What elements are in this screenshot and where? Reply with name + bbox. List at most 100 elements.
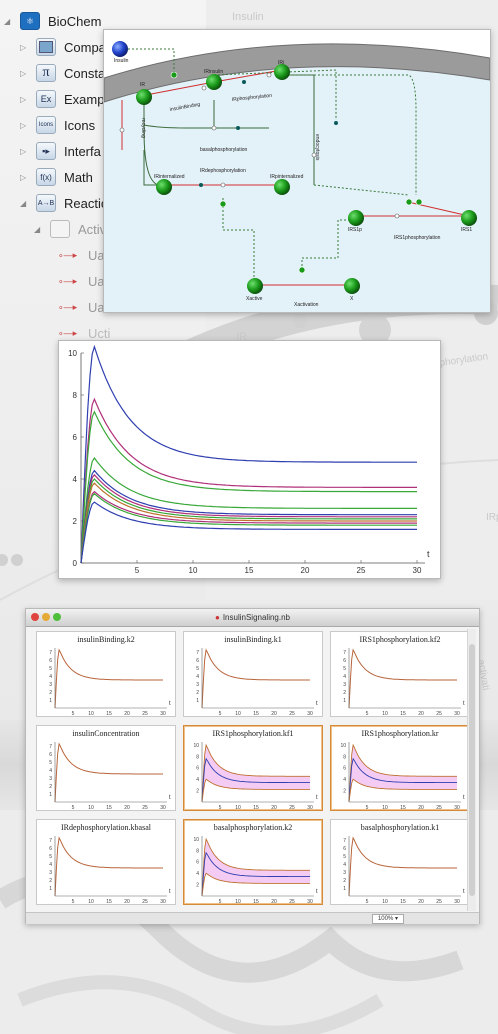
tree-item-label: Math xyxy=(64,169,93,185)
tree-reaction-item[interactable]: ∘—▸ Ua xyxy=(58,244,105,266)
math-icon: f(x) xyxy=(36,168,56,186)
species-irpinternalized[interactable] xyxy=(274,179,290,195)
tree-item-compartments[interactable]: ▷ Compa xyxy=(20,36,106,58)
palette-root[interactable]: ◢ ⚛ BioChem xyxy=(4,10,101,32)
tree-item-math[interactable]: ▷ f(x) Math xyxy=(20,166,93,188)
collapsed-triangle-icon[interactable]: ▷ xyxy=(20,172,27,182)
plot-cell-4[interactable]: IRS1phosphorylation.kf1 5 10 15 20 25 30 2 4 6 8 10… xyxy=(183,725,323,811)
simulation-plot-window[interactable]: 5 10 15 20 25 30 0 2 4 6 8 10 t xyxy=(58,340,441,579)
species-irinternalized[interactable] xyxy=(156,179,172,195)
tree-subitem-active[interactable]: ◢ Activ xyxy=(34,218,106,240)
mini-y-tick-label: 1 xyxy=(49,886,52,892)
tree-item-label: Interfa xyxy=(64,143,101,159)
mini-x-tick-label: 25 xyxy=(142,805,148,810)
plot-cell-1[interactable]: insulinBinding.k1 5 10 15 20 25 30 1 2 3 4 5 6 7 t xyxy=(183,631,323,717)
label-endocytosis: endocytosis xyxy=(314,134,320,161)
simulation-plot[interactable]: 5 10 15 20 25 30 0 2 4 6 8 10 t xyxy=(59,341,440,578)
tree-reaction-item[interactable]: ∘—▸ Ua xyxy=(58,296,105,318)
collapsed-triangle-icon[interactable]: ▷ xyxy=(20,94,27,104)
mini-x-tick-label: 10 xyxy=(235,899,241,904)
tree-item-reactions[interactable]: ◢ A→B Reactio xyxy=(20,192,108,214)
species-x[interactable] xyxy=(344,278,360,294)
plot-xlabel: t xyxy=(427,549,430,559)
label-irs1p: IRS1p xyxy=(348,227,362,233)
mini-y-tick-label: 2 xyxy=(49,878,52,884)
mini-series xyxy=(54,836,163,897)
species-irs1p[interactable] xyxy=(348,210,364,226)
mini-y-tick-label: 5 xyxy=(343,854,346,860)
tree-item-interface[interactable]: ▷ ▪▸ Interfa xyxy=(20,140,101,162)
scrollbar-thumb[interactable] xyxy=(469,644,475,896)
species-xactive[interactable] xyxy=(247,278,263,294)
tree-item-label: Icons xyxy=(64,117,96,133)
mini-series-0 xyxy=(201,837,310,897)
mini-y-tick-label: 4 xyxy=(196,871,199,877)
mini-series-0 xyxy=(348,743,457,803)
mini-y-tick-label: 6 xyxy=(196,860,199,866)
mini-x-label: t xyxy=(463,889,465,895)
expanded-triangle-icon[interactable]: ◢ xyxy=(34,224,41,234)
mini-y-tick-label: 2 xyxy=(343,789,346,795)
zoom-selector[interactable]: 100% ▾ xyxy=(372,914,404,924)
mini-x-tick-label: 15 xyxy=(400,899,406,904)
species-nodes xyxy=(112,41,477,294)
mini-x-tick-label: 15 xyxy=(400,711,406,716)
label-x: X xyxy=(350,296,354,302)
mini-y-tick-label: 2 xyxy=(196,789,199,795)
mini-x-label: t xyxy=(169,701,171,707)
tree-item-icons[interactable]: ▷ Icons Icons xyxy=(20,114,95,136)
modifier-markers xyxy=(170,71,423,274)
pathway-diagram[interactable]: Insulin IR IRinsulin IRi IRinternalized … xyxy=(103,30,491,313)
species-iri[interactable] xyxy=(274,64,290,80)
tree-item-examples[interactable]: ▷ Ex Examp xyxy=(20,88,104,110)
plot-cell-7[interactable]: basalphosphorylation.k2 5 10 15 20 25 30 2 4 6 8 10… xyxy=(183,819,323,905)
species-irinsulin[interactable] xyxy=(206,74,222,90)
mini-x-tick-label: 5 xyxy=(219,805,222,810)
close-button[interactable] xyxy=(31,613,39,621)
species-irs1[interactable] xyxy=(461,210,477,226)
plot-cell-2[interactable]: IRS1phosphorylation.kf2 5 10 15 20 25 30 1 2 3 4 5 6… xyxy=(330,631,470,717)
y-tick-label: 10 xyxy=(68,349,77,358)
notebook-titlebar[interactable]: ● InsulinSignaling.nb xyxy=(26,609,479,627)
collapsed-triangle-icon[interactable]: ▷ xyxy=(20,68,27,78)
mini-y-tick-label: 4 xyxy=(343,862,346,868)
mini-x-tick-label: 20 xyxy=(124,899,130,904)
minimize-button[interactable] xyxy=(42,613,50,621)
species-insulin[interactable] xyxy=(112,41,128,57)
y-tick-label: 0 xyxy=(73,559,78,568)
expanded-triangle-icon[interactable]: ◢ xyxy=(20,198,27,208)
collapsed-triangle-icon[interactable]: ▷ xyxy=(20,146,27,156)
zoom-button[interactable] xyxy=(53,613,61,621)
mini-x-label: t xyxy=(463,795,465,801)
y-tick-label: 6 xyxy=(73,433,78,442)
expanded-triangle-icon[interactable]: ◢ xyxy=(4,16,11,26)
tree-reaction-item[interactable]: ∘—▸ Ua xyxy=(58,270,105,292)
mini-x-tick-label: 10 xyxy=(235,805,241,810)
plot-cell-0[interactable]: insulinBinding.k2 5 10 15 20 25 30 1 2 3 4 5 6 7 t xyxy=(36,631,176,717)
plot-cell-3[interactable]: insulinConcentration 5 10 15 20 25 30 1 2 3 4 5 6 7 t xyxy=(36,725,176,811)
mini-x-label: t xyxy=(169,795,171,801)
mini-x-tick-label: 20 xyxy=(418,899,424,904)
plot-cell-8[interactable]: basalphosphorylation.k1 5 10 15 20 25 30 1 2 3 4 5 6… xyxy=(330,819,470,905)
series-line-3 xyxy=(80,456,417,564)
vertical-scrollbar[interactable] xyxy=(467,629,476,911)
label-ir: IR xyxy=(140,82,145,88)
collapsed-triangle-icon[interactable]: ▷ xyxy=(20,120,27,130)
pathway-diagram-window[interactable]: Insulin IR IRinsulin IRi IRinternalized … xyxy=(103,29,491,313)
mini-y-tick-label: 1 xyxy=(49,792,52,798)
tree-reaction-item[interactable]: ∘—▸ Ucti xyxy=(58,322,110,344)
examples-icon: Ex xyxy=(36,90,56,108)
tree-item-constants[interactable]: ▷ π Consta xyxy=(20,62,105,84)
mini-y-tick-label: 8 xyxy=(343,754,346,760)
series-line-10 xyxy=(80,501,417,564)
plot-cell-title: IRS1phosphorylation.kf2 xyxy=(359,635,441,644)
label-irs1: IRS1 xyxy=(461,227,472,233)
species-ir[interactable] xyxy=(136,89,152,105)
plot-cell-6[interactable]: IRdephosphorylation.kbasal 5 10 15 20 25 30 1 2 3… xyxy=(36,819,176,905)
mini-y-tick-label: 4 xyxy=(196,674,199,680)
notebook-window[interactable]: ● InsulinSignaling.nb insulinBinding.k2 5… xyxy=(25,608,480,924)
x-tick-label: 30 xyxy=(413,566,422,575)
collapsed-triangle-icon[interactable]: ▷ xyxy=(20,42,27,52)
mini-x-tick-label: 30 xyxy=(160,711,166,716)
plot-cell-5[interactable]: IRS1phosphorylation.kr 5 10 15 20 25 30 2 4 6 8 10 t xyxy=(330,725,470,811)
